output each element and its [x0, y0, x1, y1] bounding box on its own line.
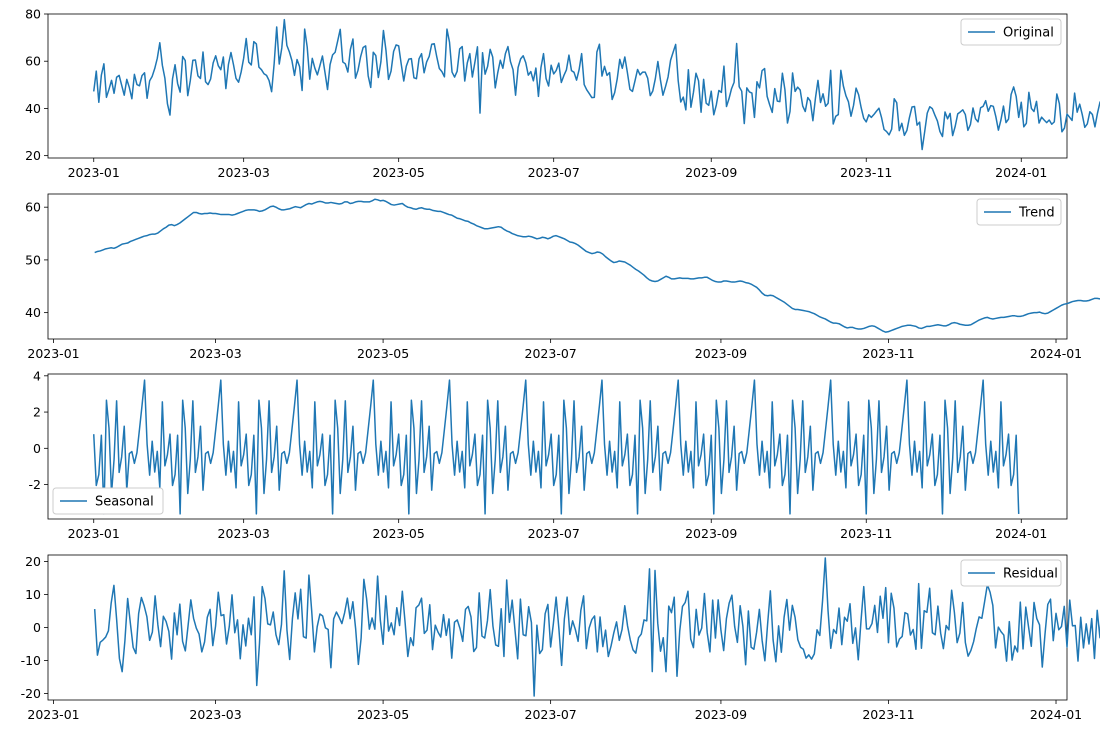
residual-panel: 2023-01 2023-03 2023-05 2023-07 2023-09 2023-… — [21, 554, 1100, 722]
original-x-tick-label: 2023-09 — [685, 165, 737, 180]
seasonal-y-tick-label: -2 — [29, 477, 41, 492]
original-y-tick-label: 60 — [25, 54, 41, 69]
trend-x-tick-label: 2024-01 — [1030, 346, 1082, 361]
trend-x-tick-label: 2023-05 — [357, 346, 409, 361]
trend-legend-box — [976, 198, 1062, 226]
residual-x-tick-label: 2023-01 — [27, 707, 79, 722]
original-x-tick-label: 2024-01 — [995, 165, 1047, 180]
seasonal-x-tick-label: 2023-03 — [218, 526, 270, 541]
trend-y-tick-label: 50 — [25, 252, 41, 267]
original-y-tick-label: 20 — [25, 148, 41, 163]
residual-legend-box — [960, 559, 1062, 587]
seasonal-y-tick-label: 0 — [33, 441, 41, 456]
residual-y-tick-label: -20 — [21, 686, 41, 701]
original-series-line — [92, 18, 1100, 151]
residual-y-tick-label: 0 — [33, 620, 41, 635]
original-legend-box — [960, 18, 1062, 46]
original-x-tick-label: 2023-03 — [218, 165, 270, 180]
trend-legend-label: Trend — [1018, 206, 1055, 221]
original-x-tick-label: 2023-01 — [68, 165, 120, 180]
residual-x-tick-label: 2023-07 — [525, 707, 577, 722]
residual-y-tick-label: 10 — [25, 587, 41, 602]
trend-legend: Trend — [976, 198, 1062, 226]
trend-x-tick-label: 2023-11 — [862, 346, 914, 361]
trend-panel: 2023-01 2023-03 2023-05 2023-07 2023-09 2023-… — [25, 193, 1100, 361]
trend-axes-frame — [47, 193, 1068, 340]
seasonal-y-tick-label: 2 — [33, 405, 41, 420]
trend-series-line — [94, 198, 1100, 333]
trend-y-tick-label: 40 — [25, 305, 41, 320]
seasonal-x-tick-label: 2023-11 — [840, 526, 892, 541]
residual-y-tick-label: -10 — [21, 653, 41, 668]
seasonal-x-tick-label: 2023-07 — [528, 526, 580, 541]
seasonal-panel: 2023-01 2023-03 2023-05 2023-07 2023-09 2023-… — [29, 368, 1068, 541]
seasonal-legend: Seasonal — [52, 487, 164, 515]
seasonal-axes-frame — [47, 373, 1068, 520]
seasonal-y-tick-label: 4 — [33, 368, 41, 383]
residual-x-tick-label: 2024-01 — [1030, 707, 1082, 722]
seasonal-legend-box — [52, 487, 164, 515]
residual-x-tick-label: 2023-05 — [357, 707, 409, 722]
seasonal-series-line — [92, 379, 1020, 515]
original-x-tick-label: 2023-05 — [373, 165, 425, 180]
residual-legend: Residual — [960, 559, 1062, 587]
seasonal-x-tick-label: 2023-05 — [373, 526, 425, 541]
trend-y-tick-label: 60 — [25, 200, 41, 215]
seasonal-legend-label: Seasonal — [95, 495, 154, 510]
original-legend-label: Original — [1003, 26, 1054, 41]
seasonal-x-tick-label: 2024-01 — [995, 526, 1047, 541]
seasonal-x-tick-label: 2023-09 — [685, 526, 737, 541]
original-x-tick-label: 2023-07 — [528, 165, 580, 180]
residual-y-tick-label: 20 — [25, 554, 41, 569]
residual-x-tick-label: 2023-03 — [189, 707, 241, 722]
trend-x-tick-label: 2023-09 — [695, 346, 747, 361]
original-x-tick-label: 2023-11 — [840, 165, 892, 180]
trend-x-tick-label: 2023-01 — [27, 346, 79, 361]
residual-legend-label: Residual — [1003, 567, 1058, 582]
residual-x-tick-label: 2023-11 — [862, 707, 914, 722]
original-panel: 2023-01 2023-03 2023-05 2023-07 2023-09 2023-… — [25, 7, 1100, 180]
residual-series-line — [93, 557, 1100, 697]
original-y-tick-label: 80 — [25, 7, 41, 22]
original-axes-frame — [47, 13, 1068, 159]
original-legend: Original — [960, 18, 1062, 46]
trend-x-tick-label: 2023-03 — [189, 346, 241, 361]
trend-x-tick-label: 2023-07 — [525, 346, 577, 361]
original-y-tick-label: 40 — [25, 101, 41, 116]
seasonal-x-tick-label: 2023-01 — [68, 526, 120, 541]
residual-x-tick-label: 2023-09 — [695, 707, 747, 722]
